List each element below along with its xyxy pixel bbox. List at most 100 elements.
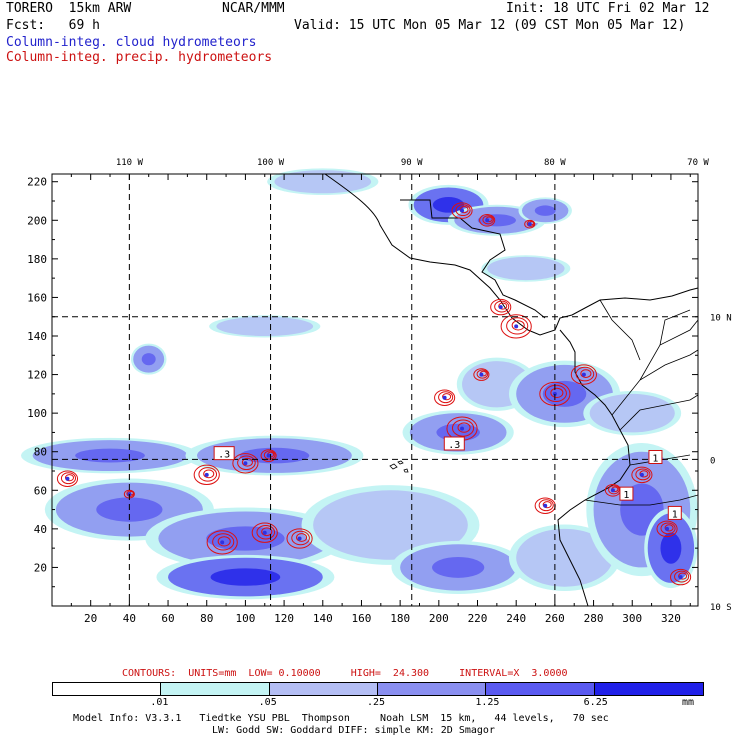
colorbar-segment xyxy=(485,682,595,696)
precip-contour xyxy=(193,464,220,486)
x-tick-label: 180 xyxy=(390,612,410,625)
precip-contour xyxy=(544,384,567,402)
cloud-patch-core xyxy=(542,380,587,407)
legend-cloud: Column-integ. cloud hydrometeors xyxy=(6,35,257,50)
colorbar-label: 1.25 xyxy=(475,697,500,708)
precip-contour xyxy=(212,533,235,551)
precip-contour xyxy=(479,213,496,227)
colorbar-label: 6.25 xyxy=(583,697,608,708)
precip-core xyxy=(498,305,503,310)
precip-core xyxy=(485,218,490,223)
precip-contour xyxy=(570,364,597,385)
x-tick-label: 200 xyxy=(429,612,449,625)
precip-contour xyxy=(241,457,253,467)
precip-contours xyxy=(56,202,692,586)
model-physics: LW: Godd SW: Goddard DIFF: simple KM: 2D… xyxy=(212,725,495,736)
cloud-patch xyxy=(589,393,675,433)
precip-contour xyxy=(260,449,277,462)
precip-core xyxy=(204,472,209,477)
precip-contour xyxy=(256,524,276,540)
precip-core xyxy=(543,503,548,508)
y-tick-label: 60 xyxy=(34,484,47,497)
y-tick-label: 200 xyxy=(27,214,47,227)
precip-contour xyxy=(524,219,536,229)
colorbar-segment xyxy=(268,682,378,696)
precip-contour xyxy=(263,450,276,460)
precip-contour xyxy=(217,536,231,547)
valid-time: Valid: 15 UTC Mon 05 Mar 12 (09 CST Mon … xyxy=(294,18,686,33)
precip-core xyxy=(65,476,70,481)
precip-contour xyxy=(482,215,494,225)
precip-contour xyxy=(608,485,620,495)
precip-core xyxy=(243,461,248,466)
colorbar-label: .05 xyxy=(258,697,277,708)
contour-label-box xyxy=(619,486,634,501)
lon-label: 100 W xyxy=(257,158,285,168)
precip-contour xyxy=(198,467,218,482)
y-tick-label: 20 xyxy=(34,561,47,574)
x-tick-label: 280 xyxy=(584,612,604,625)
precip-contour xyxy=(498,302,508,310)
cloud-patch xyxy=(313,490,468,560)
central-america-coast xyxy=(324,173,699,336)
cloud-patch-core xyxy=(206,526,285,551)
y-tick-label: 120 xyxy=(27,369,47,382)
contour-label-box xyxy=(443,436,465,451)
precip-contour xyxy=(580,369,592,378)
precip-core xyxy=(479,372,484,377)
precip-core xyxy=(262,530,267,535)
x-tick-label: 80 xyxy=(200,612,213,625)
x-tick-label: 320 xyxy=(661,612,681,625)
lon-label: 110 W xyxy=(116,158,144,168)
lon-label: 80 W xyxy=(544,158,566,168)
precip-contour xyxy=(678,572,688,580)
precip-core xyxy=(610,488,615,493)
precip-contour xyxy=(660,522,676,535)
x-tick-label: 300 xyxy=(622,612,642,625)
precip-core xyxy=(527,222,532,227)
colorbar-segment xyxy=(160,682,270,696)
x-tick-label: 160 xyxy=(352,612,372,625)
lat-lon-grid xyxy=(52,174,698,606)
precip-contour xyxy=(251,522,278,543)
contour-info: CONTOURS: UNITS=mm LOW= 0.10000 HIGH= 24… xyxy=(122,668,568,679)
precip-contour xyxy=(261,527,273,537)
precip-contour xyxy=(526,220,535,227)
x-tick-label: 120 xyxy=(274,612,294,625)
y-tick-label: 220 xyxy=(27,176,47,189)
precip-contour xyxy=(476,369,489,379)
precip-contour xyxy=(670,568,692,586)
colorbar-segment xyxy=(593,682,704,696)
precip-contour xyxy=(64,474,74,482)
precip-contour xyxy=(631,466,653,484)
precip-contour xyxy=(490,298,512,316)
precip-core xyxy=(266,453,271,458)
cloud-patch xyxy=(216,316,314,336)
contour-label: .3 xyxy=(218,450,230,461)
precip-core xyxy=(220,540,225,545)
precip-contour xyxy=(60,472,77,485)
cloud-patch-core xyxy=(477,214,516,227)
x-tick-label: 40 xyxy=(123,612,136,625)
precip-contour xyxy=(296,533,308,542)
precip-contour xyxy=(206,530,238,555)
colorbar-units: mm xyxy=(682,697,695,708)
contour-label-box xyxy=(648,450,663,464)
precip-contour xyxy=(232,453,259,474)
precip-core xyxy=(460,208,465,213)
contour-labels: .3 .3 1 1 1 xyxy=(213,436,682,520)
precip-contour xyxy=(286,528,313,549)
precip-core xyxy=(442,395,447,400)
contour-label: .3 xyxy=(448,440,460,451)
precip-contour xyxy=(56,470,79,487)
init-time: Init: 18 UTC Fri 02 Mar 12 xyxy=(506,1,710,16)
precip-contour xyxy=(291,530,310,546)
precip-core xyxy=(297,536,302,541)
contour-label: 1 xyxy=(652,454,658,465)
precip-contour xyxy=(635,468,651,481)
precip-contour xyxy=(126,490,135,497)
precip-core xyxy=(639,472,644,477)
cloud-patch-core xyxy=(660,532,682,564)
lon-label: 90 W xyxy=(401,158,423,168)
galapagos-islands xyxy=(389,460,409,473)
